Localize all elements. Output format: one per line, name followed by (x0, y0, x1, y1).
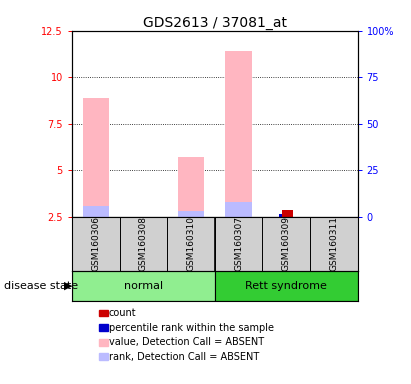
Text: value, Detection Call = ABSENT: value, Detection Call = ABSENT (109, 337, 264, 347)
Text: count: count (109, 308, 136, 318)
Title: GDS2613 / 37081_at: GDS2613 / 37081_at (143, 16, 287, 30)
Text: GSM160306: GSM160306 (91, 216, 100, 271)
Text: GSM160310: GSM160310 (187, 216, 196, 271)
Text: GSM160311: GSM160311 (329, 216, 338, 271)
Text: GSM160309: GSM160309 (282, 216, 291, 271)
Bar (178, 157, 204, 217)
Text: percentile rank within the sample: percentile rank within the sample (109, 323, 274, 333)
Text: Rett syndrome: Rett syndrome (245, 281, 327, 291)
Text: ▶: ▶ (64, 281, 72, 291)
Bar (282, 210, 293, 217)
Bar (178, 211, 204, 217)
Bar (83, 98, 109, 217)
Bar (72, 271, 215, 301)
Bar (83, 206, 109, 217)
Text: GSM160307: GSM160307 (234, 216, 243, 271)
Text: disease state: disease state (4, 281, 78, 291)
Bar (226, 51, 252, 217)
Text: normal: normal (124, 281, 163, 291)
Text: GSM160308: GSM160308 (139, 216, 148, 271)
Bar (279, 214, 290, 217)
Text: rank, Detection Call = ABSENT: rank, Detection Call = ABSENT (109, 352, 259, 362)
Bar (226, 202, 252, 217)
Bar (215, 271, 358, 301)
